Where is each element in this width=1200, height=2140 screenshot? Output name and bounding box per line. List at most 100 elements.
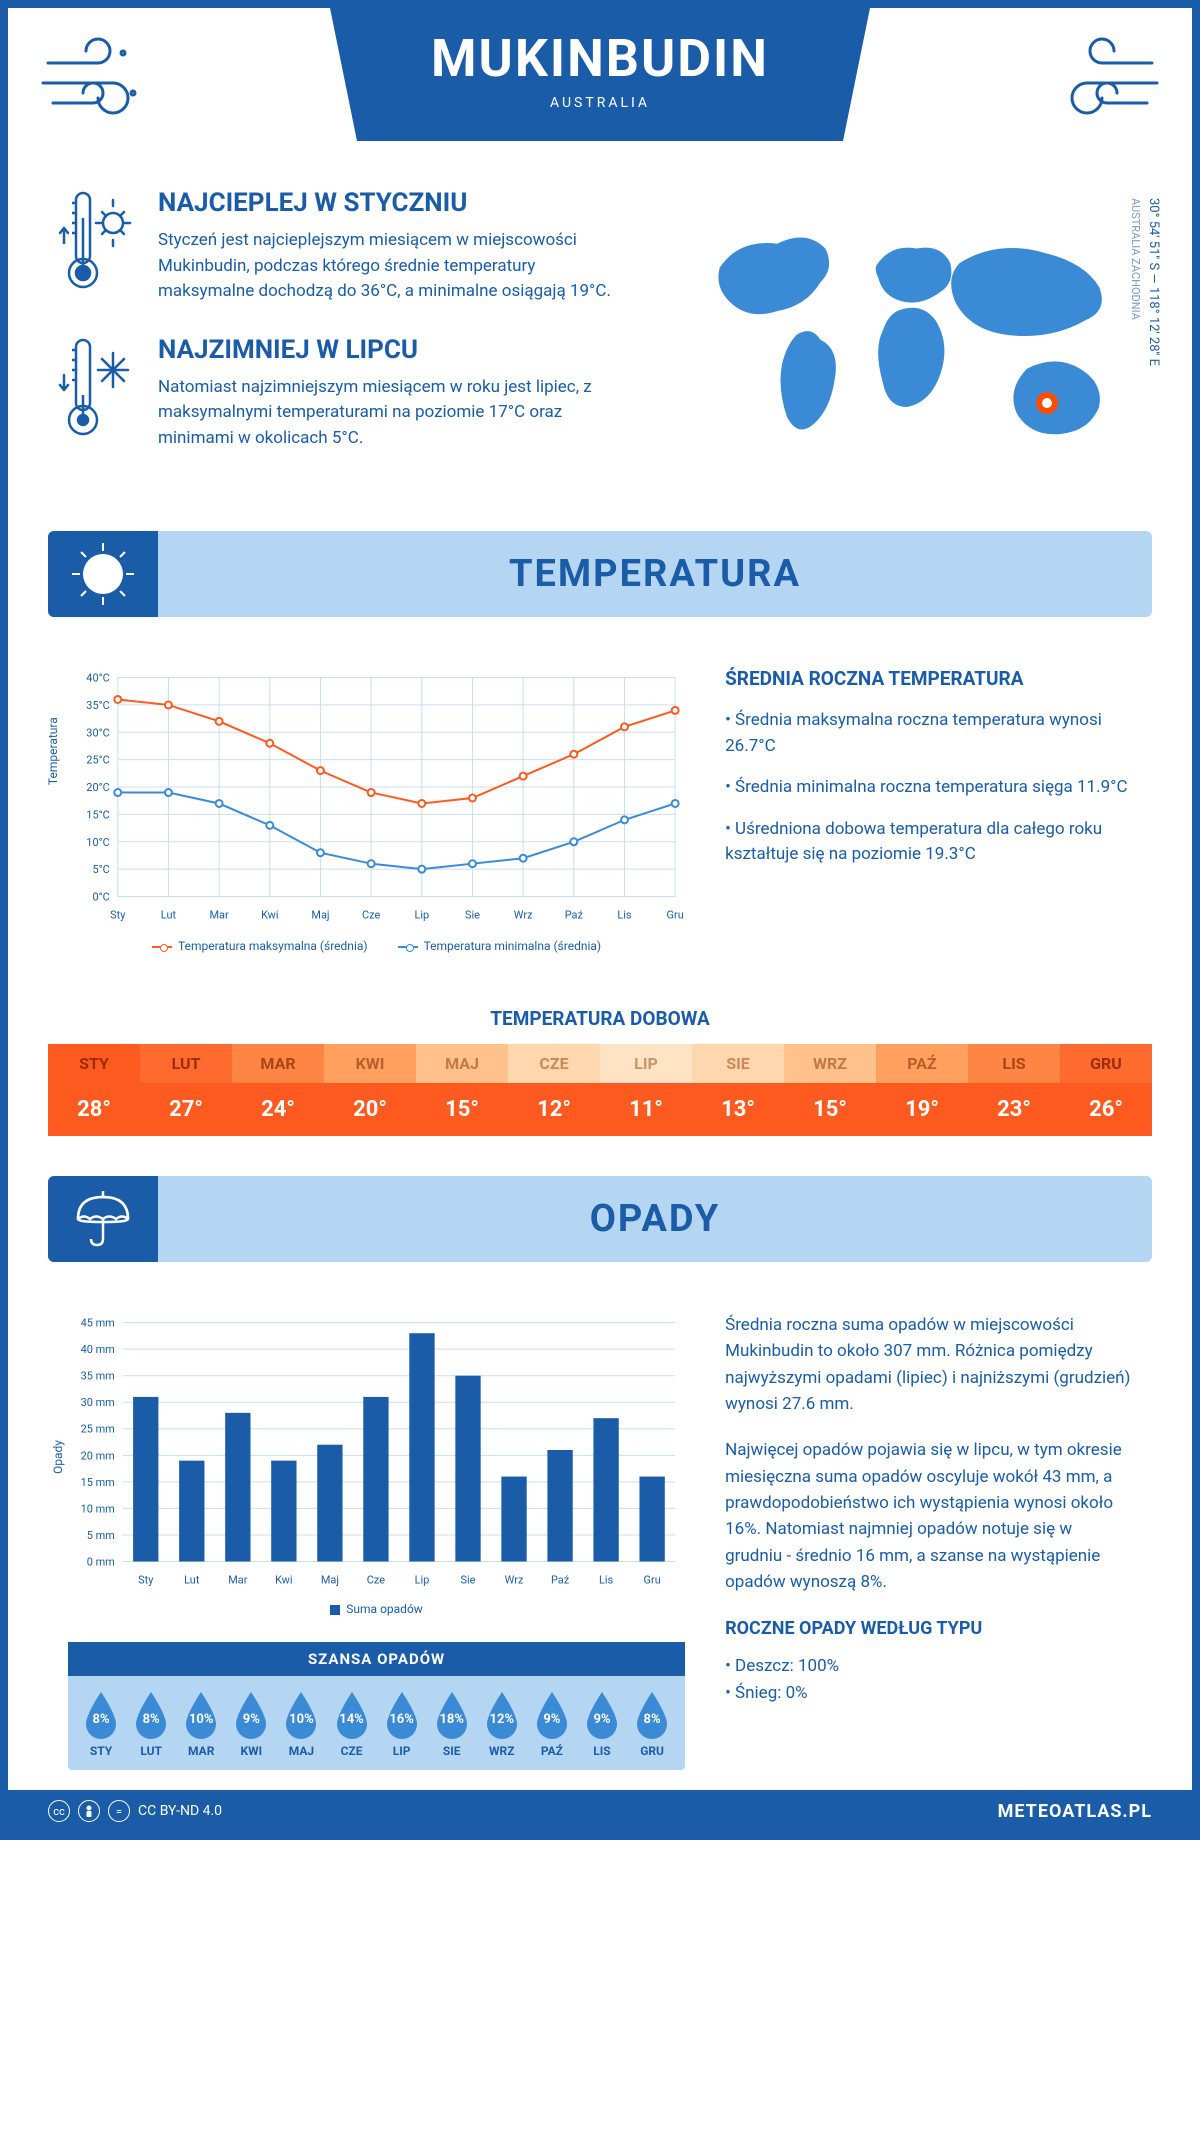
raindrop-icon: 14% xyxy=(332,1690,372,1740)
svg-text:Mar: Mar xyxy=(210,908,229,921)
svg-text:Cze: Cze xyxy=(367,1573,385,1586)
intro-section: NAJCIEPLEJ W STYCZNIU Styczeń jest najci… xyxy=(8,178,1192,511)
svg-text:Kwi: Kwi xyxy=(261,908,278,921)
svg-text:15 mm: 15 mm xyxy=(81,1476,115,1489)
rain-chance-cell: 12% WRZ xyxy=(477,1690,527,1758)
raindrop-icon: 10% xyxy=(181,1690,221,1740)
svg-text:Paź: Paź xyxy=(565,908,584,921)
coldest-text: Natomiast najzimniejszym miesiącem w rok… xyxy=(158,375,622,452)
svg-text:5°C: 5°C xyxy=(92,863,109,876)
daily-temp-title: TEMPERATURA DOBOWA xyxy=(8,1007,1192,1030)
rain-chance-cell: 18% SIE xyxy=(427,1690,477,1758)
license-text: CC BY-ND 4.0 xyxy=(138,1803,222,1819)
raindrop-icon: 9% xyxy=(231,1690,271,1740)
raindrop-icon: 8% xyxy=(632,1690,672,1740)
svg-text:35 mm: 35 mm xyxy=(81,1370,115,1383)
bar-legend: Suma opadów xyxy=(68,1602,685,1616)
raindrop-icon: 10% xyxy=(281,1690,321,1740)
warmest-text: Styczeń jest najcieplejszym miesiącem w … xyxy=(158,228,622,305)
raindrop-icon: 16% xyxy=(382,1690,422,1740)
svg-text:Sie: Sie xyxy=(465,908,480,921)
svg-text:40 mm: 40 mm xyxy=(81,1343,115,1356)
svg-text:10°C: 10°C xyxy=(86,836,110,849)
rain-chance-cell: 8% GRU xyxy=(627,1690,677,1758)
coldest-block: NAJZIMNIEJ W LIPCU Natomiast najzimniejs… xyxy=(58,335,622,452)
daily-cell: LIS 23° xyxy=(968,1044,1060,1136)
svg-text:Paź: Paź xyxy=(551,1573,570,1586)
daily-cell: PAŹ 19° xyxy=(876,1044,968,1136)
chance-title: SZANSA OPADÓW xyxy=(68,1642,685,1676)
daily-cell: GRU 26° xyxy=(1060,1044,1152,1136)
world-map: 30° 54' 51'' S — 118° 12' 28'' E AUSTRAL… xyxy=(662,188,1142,481)
daily-cell: STY 28° xyxy=(48,1044,140,1136)
by-icon xyxy=(78,1800,100,1822)
svg-text:20°C: 20°C xyxy=(86,781,110,794)
raindrop-icon: 18% xyxy=(432,1690,472,1740)
daily-cell: MAJ 15° xyxy=(416,1044,508,1136)
svg-text:Wrz: Wrz xyxy=(505,1573,524,1586)
section-title: TEMPERATURA xyxy=(158,552,1152,596)
svg-text:Cze: Cze xyxy=(362,908,380,921)
raindrop-icon: 9% xyxy=(582,1690,622,1740)
svg-text:Mar: Mar xyxy=(228,1573,247,1586)
section-header-precipitation: OPADY xyxy=(48,1176,1152,1262)
svg-text:Maj: Maj xyxy=(311,908,329,921)
svg-text:25 mm: 25 mm xyxy=(81,1423,115,1436)
svg-text:Wrz: Wrz xyxy=(514,908,533,921)
nd-icon: = xyxy=(108,1800,130,1822)
svg-text:45 mm: 45 mm xyxy=(81,1317,115,1330)
svg-text:Lis: Lis xyxy=(617,908,632,921)
svg-text:40°C: 40°C xyxy=(86,672,110,685)
rain-chance-cell: 8% LUT xyxy=(126,1690,176,1758)
svg-text:Sty: Sty xyxy=(110,908,126,921)
prec-type-snow: • Śnieg: 0% xyxy=(725,1680,1132,1706)
prec-type-title: ROCZNE OPADY WEDŁUG TYPU xyxy=(725,1615,1132,1643)
svg-text:35°C: 35°C xyxy=(86,699,110,712)
raindrop-icon: 9% xyxy=(532,1690,572,1740)
prec-type-rain: • Deszcz: 100% xyxy=(725,1653,1132,1679)
temp-bullet: • Średnia maksymalna roczna temperatura … xyxy=(725,708,1132,759)
wind-icon xyxy=(38,33,158,127)
svg-text:Lis: Lis xyxy=(599,1573,614,1586)
svg-text:Maj: Maj xyxy=(321,1573,339,1586)
section-title: OPADY xyxy=(158,1197,1152,1241)
daily-cell: LIP 11° xyxy=(600,1044,692,1136)
daily-temp-table: STY 28° LUT 27° MAR 24° KWI 20° MAJ 15° … xyxy=(48,1044,1152,1136)
rain-chance-box: SZANSA OPADÓW 8% STY 8% LUT 10% MAR 9% xyxy=(68,1642,685,1770)
daily-cell: MAR 24° xyxy=(232,1044,324,1136)
svg-text:Gru: Gru xyxy=(667,908,684,921)
legend-max: Temperatura maksymalna (średnia) xyxy=(178,939,368,953)
daily-cell: WRZ 15° xyxy=(784,1044,876,1136)
raindrop-icon: 8% xyxy=(81,1690,121,1740)
rain-chance-cell: 9% PAŹ xyxy=(527,1690,577,1758)
chart-legend: Temperatura maksymalna (średnia) Tempera… xyxy=(68,939,685,953)
cc-icon: cc xyxy=(48,1800,70,1822)
daily-cell: LUT 27° xyxy=(140,1044,232,1136)
legend-min: Temperatura minimalna (średnia) xyxy=(424,939,602,953)
temp-bullet: • Uśredniona dobowa temperatura dla całe… xyxy=(725,817,1132,868)
warmest-block: NAJCIEPLEJ W STYCZNIU Styczeń jest najci… xyxy=(58,188,622,305)
svg-text:Sty: Sty xyxy=(138,1573,154,1586)
sun-icon xyxy=(48,531,158,617)
rain-chance-cell: 16% LIP xyxy=(377,1690,427,1758)
temperature-line-chart: Temperatura 0°C5°C10°C15°C20°C25°C30°C35… xyxy=(68,667,685,957)
daily-cell: SIE 13° xyxy=(692,1044,784,1136)
svg-text:20 mm: 20 mm xyxy=(81,1449,115,1462)
title-banner: MUKINBUDIN AUSTRALIA xyxy=(330,8,870,141)
country-subtitle: AUSTRALIA xyxy=(330,95,870,111)
svg-text:Kwi: Kwi xyxy=(275,1573,292,1586)
prec-para: Średnia roczna suma opadów w miejscowośc… xyxy=(725,1312,1132,1417)
svg-text:30 mm: 30 mm xyxy=(81,1396,115,1409)
rain-chance-cell: 10% MAR xyxy=(176,1690,226,1758)
svg-text:15°C: 15°C xyxy=(86,808,110,821)
license-badges: cc = CC BY-ND 4.0 xyxy=(48,1800,222,1822)
chart-ylabel: Opady xyxy=(51,1440,65,1474)
svg-text:Gru: Gru xyxy=(644,1573,661,1586)
precipitation-bar-chart: Opady 0 mm5 mm10 mm15 mm20 mm25 mm30 mm3… xyxy=(68,1312,685,1622)
svg-text:30°C: 30°C xyxy=(86,726,110,739)
svg-text:25°C: 25°C xyxy=(86,754,110,767)
warmest-title: NAJCIEPLEJ W STYCZNIU xyxy=(158,188,622,218)
coordinates: 30° 54' 51'' S — 118° 12' 28'' E AUSTRAL… xyxy=(1126,198,1162,366)
thermometer-cold-icon xyxy=(58,335,138,452)
rain-chance-cell: 9% KWI xyxy=(226,1690,276,1758)
